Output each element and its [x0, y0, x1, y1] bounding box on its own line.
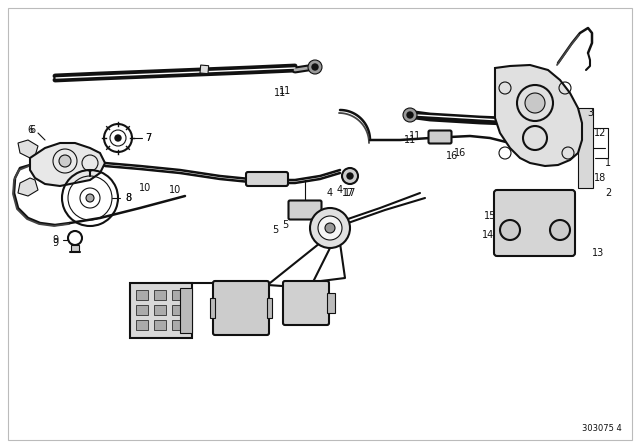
Circle shape — [310, 208, 350, 248]
Text: 11: 11 — [279, 86, 291, 96]
Text: 12: 12 — [594, 128, 606, 138]
Bar — [154, 305, 166, 315]
Circle shape — [325, 223, 335, 233]
Circle shape — [403, 108, 417, 122]
Circle shape — [59, 155, 71, 167]
Circle shape — [308, 60, 322, 74]
Text: 10: 10 — [139, 183, 151, 193]
Bar — [210, 298, 215, 318]
Text: 7: 7 — [145, 133, 151, 143]
Text: 1: 1 — [605, 158, 611, 168]
Bar — [154, 320, 166, 330]
Circle shape — [342, 168, 358, 184]
Text: 13: 13 — [592, 248, 604, 258]
Bar — [154, 290, 166, 300]
Text: 303075 4: 303075 4 — [582, 424, 622, 433]
Circle shape — [86, 194, 94, 202]
Text: 18: 18 — [594, 173, 606, 183]
Bar — [172, 320, 184, 330]
Text: 17: 17 — [342, 188, 354, 198]
Circle shape — [407, 112, 413, 118]
Text: 6: 6 — [29, 125, 35, 135]
Circle shape — [525, 93, 545, 113]
Text: 15: 15 — [484, 211, 496, 221]
Text: 11: 11 — [409, 131, 421, 141]
Polygon shape — [18, 178, 38, 196]
FancyBboxPatch shape — [246, 172, 288, 186]
Polygon shape — [18, 140, 38, 158]
Bar — [71, 245, 79, 251]
Text: 9: 9 — [52, 235, 58, 245]
Circle shape — [500, 220, 520, 240]
Text: 17: 17 — [344, 188, 356, 198]
Polygon shape — [30, 143, 105, 186]
Text: 14: 14 — [482, 230, 494, 240]
Bar — [267, 298, 272, 318]
Text: 4: 4 — [327, 188, 333, 198]
Circle shape — [312, 64, 318, 70]
Text: 16: 16 — [454, 148, 466, 158]
FancyBboxPatch shape — [289, 201, 321, 220]
FancyBboxPatch shape — [429, 130, 451, 143]
Bar — [200, 65, 209, 74]
Bar — [130, 283, 192, 338]
Text: 5: 5 — [282, 220, 288, 230]
Text: 10: 10 — [169, 185, 181, 195]
Text: 2: 2 — [605, 188, 611, 198]
Text: 11: 11 — [404, 135, 416, 145]
Circle shape — [347, 173, 353, 179]
Circle shape — [318, 216, 342, 240]
Text: 11: 11 — [274, 88, 286, 98]
Bar — [578, 108, 593, 188]
Text: 7: 7 — [145, 133, 151, 143]
Bar — [172, 290, 184, 300]
Bar — [180, 288, 192, 333]
Bar — [136, 320, 148, 330]
FancyBboxPatch shape — [494, 190, 575, 256]
Circle shape — [115, 135, 121, 141]
Bar — [136, 305, 148, 315]
Text: 5: 5 — [272, 225, 278, 235]
Text: 6: 6 — [27, 125, 33, 135]
Text: 8: 8 — [125, 193, 131, 203]
Text: 3: 3 — [587, 108, 593, 118]
FancyBboxPatch shape — [213, 281, 269, 335]
Text: 12: 12 — [569, 131, 581, 141]
FancyBboxPatch shape — [283, 281, 329, 325]
Circle shape — [550, 220, 570, 240]
Text: 8: 8 — [125, 193, 131, 203]
Bar — [172, 305, 184, 315]
Text: 4: 4 — [337, 185, 343, 195]
Bar — [136, 290, 148, 300]
Polygon shape — [495, 65, 582, 166]
Text: 16: 16 — [446, 151, 458, 161]
Bar — [327, 293, 335, 313]
Text: 9: 9 — [52, 238, 58, 248]
